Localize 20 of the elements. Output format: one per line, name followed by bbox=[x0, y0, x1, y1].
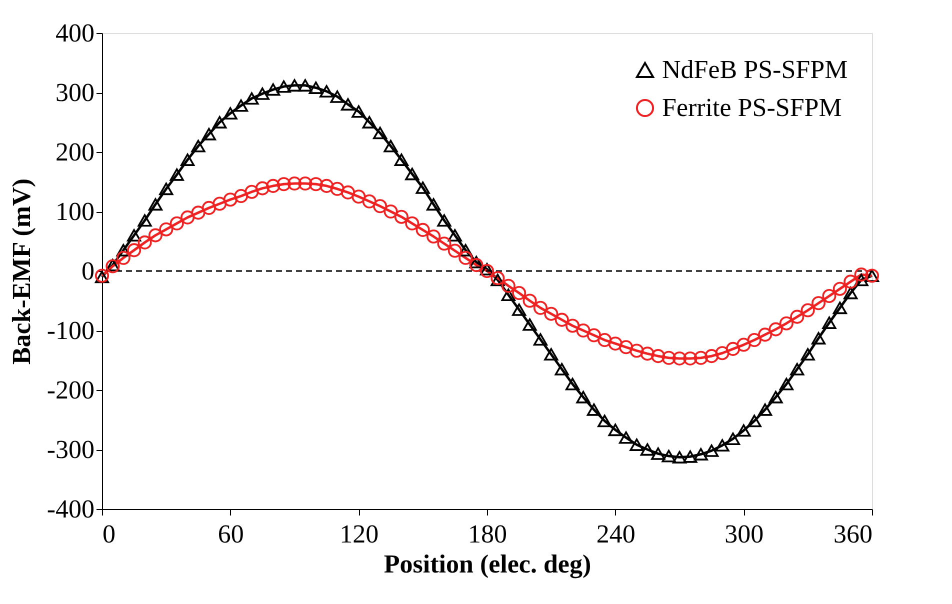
x-tick-label: 180 bbox=[468, 520, 507, 548]
x-tick-label: 360 bbox=[834, 520, 872, 548]
y-tick-label: 300 bbox=[56, 78, 94, 107]
y-tick-label: 0 bbox=[82, 256, 94, 286]
y-axis-title: Back-EMF (mV) bbox=[6, 178, 36, 365]
y-tick-label: -300 bbox=[46, 435, 94, 464]
legend-label: NdFeB PS-SFPM bbox=[662, 55, 848, 84]
x-tick-label: 60 bbox=[218, 520, 244, 548]
legend-label: Ferrite PS-SFPM bbox=[662, 93, 842, 122]
y-tick-label: 200 bbox=[56, 138, 94, 166]
y-tick-label: -400 bbox=[46, 494, 94, 524]
y-tick-label: 100 bbox=[56, 197, 94, 226]
x-tick-label: 300 bbox=[724, 520, 764, 548]
y-tick-label: -200 bbox=[46, 376, 94, 404]
x-tick-label: 240 bbox=[596, 520, 636, 548]
x-axis-title: Position (elec. deg) bbox=[384, 550, 592, 578]
x-tick-label: 0 bbox=[102, 520, 116, 548]
y-tick-label: 400 bbox=[56, 18, 94, 48]
y-tick-label: -100 bbox=[46, 316, 94, 345]
x-tick-label: 120 bbox=[340, 520, 379, 548]
